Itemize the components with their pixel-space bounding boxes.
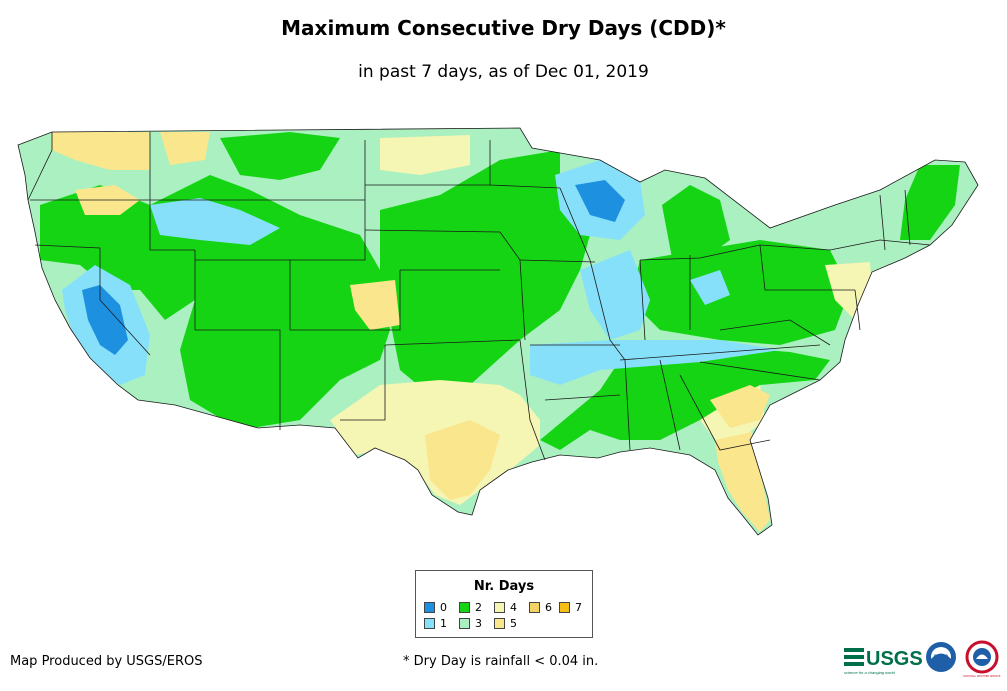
legend-swatch-3 [459, 618, 470, 629]
region-1day-ms [530, 340, 780, 385]
region-5day-co [350, 280, 400, 330]
svg-text:USGS: USGS [866, 648, 923, 670]
dry-day-footnote: * Dry Day is rainfall < 0.04 in. [403, 654, 599, 669]
region-2day-east [900, 165, 960, 240]
region-0day-wi [575, 180, 625, 222]
region-2day-west [40, 175, 390, 430]
svg-text:science for a changing world: science for a changing world [844, 670, 895, 675]
region-1day-oh [690, 270, 730, 305]
legend-item-7: 7 [559, 602, 582, 614]
region-5day-mt2 [160, 132, 210, 165]
legend: Nr. Days 0 1 2 3 4 5 6 7 [415, 570, 593, 638]
region-5day-tx [425, 420, 500, 500]
legend-swatch-1 [424, 618, 435, 629]
legend-item-1: 1 [424, 618, 447, 630]
state-borders [17, 127, 979, 536]
legend-swatch-7 [559, 602, 570, 613]
region-2day-plains [380, 150, 590, 395]
legend-item-3: 3 [459, 618, 482, 630]
map-title: Maximum Consecutive Dry Days (CDD)* [281, 16, 726, 40]
region-5day-sc [710, 385, 770, 428]
legend-item-0: 0 [424, 602, 447, 614]
region-5day-mt [52, 132, 150, 170]
map-credit: Map Produced by USGS/EROS [10, 654, 203, 669]
legend-swatch-5 [494, 618, 505, 629]
usgs-logo: USGS science for a changing world [844, 648, 923, 675]
agency-logos: USGS science for a changing world noaa N… [844, 640, 1001, 678]
legend-swatch-6 [529, 602, 540, 613]
region-4day-nd [380, 135, 470, 175]
legend-item-4: 4 [494, 602, 517, 614]
legend-swatch-2 [459, 602, 470, 613]
legend-swatch-4 [494, 602, 505, 613]
legend-item-6: 6 [529, 602, 552, 614]
region-0day-nv [82, 285, 128, 355]
noaa-logo: noaa [926, 642, 956, 672]
region-2day-nw [220, 132, 340, 180]
conus-dry-days-map [17, 127, 979, 536]
legend-title: Nr. Days [473, 579, 535, 594]
svg-text:noaa: noaa [934, 653, 949, 660]
legend-item-5: 5 [494, 618, 517, 630]
region-1day-mid [580, 250, 650, 340]
legend-item-2: 2 [459, 602, 482, 614]
legend-swatch-0 [424, 602, 435, 613]
region-2day-mich [662, 185, 730, 262]
nws-logo: NATIONAL WEATHER SERVICE [963, 640, 1001, 678]
map-subtitle: in past 7 days, as of Dec 01, 2019 [358, 62, 649, 82]
region-2day-south [540, 345, 830, 450]
region-2day-ohio [630, 240, 850, 345]
region-1day-id [150, 198, 280, 245]
svg-text:NATIONAL WEATHER SERVICE: NATIONAL WEATHER SERVICE [963, 674, 1000, 678]
